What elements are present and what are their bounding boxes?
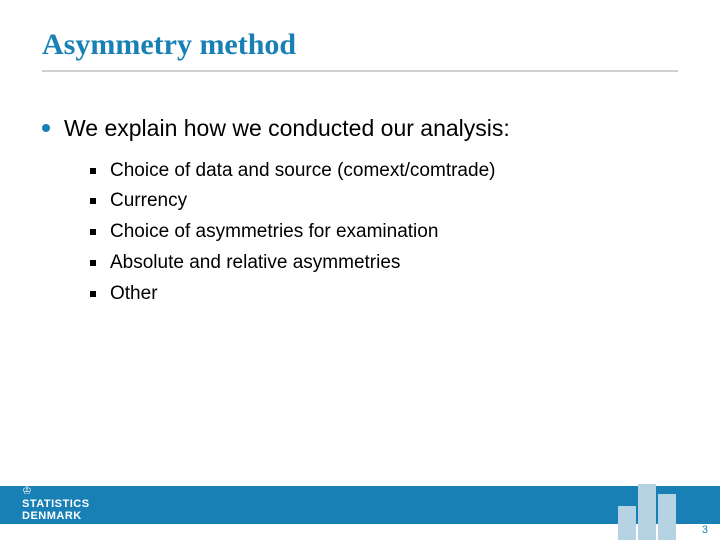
- slide-title: Asymmetry method: [42, 28, 296, 62]
- square-bullet-icon: [90, 291, 96, 297]
- bullet-level2: Absolute and relative asymmetries: [90, 251, 678, 276]
- decor-bars: [618, 468, 676, 540]
- square-bullet-icon: [90, 229, 96, 235]
- crown-icon: ♔: [22, 486, 90, 497]
- title-underline: [42, 70, 678, 72]
- decor-bar: [638, 484, 656, 540]
- level2-list: Choice of data and source (comext/comtra…: [90, 159, 678, 306]
- bullet-level2: Currency: [90, 189, 678, 214]
- level1-text: We explain how we conducted our analysis…: [64, 114, 510, 143]
- bullet-level2: Choice of asymmetries for examination: [90, 220, 678, 245]
- decor-bar: [658, 494, 676, 540]
- body-area: We explain how we conducted our analysis…: [42, 114, 678, 312]
- logo-line2: DENMARK: [22, 510, 90, 522]
- footer-logo: ♔ STATISTICS DENMARK: [22, 486, 90, 522]
- square-bullet-icon: [90, 198, 96, 204]
- dot-bullet-icon: [42, 124, 50, 132]
- level2-text: Choice of asymmetries for examination: [110, 220, 438, 245]
- page-number: 3: [702, 524, 708, 536]
- bullet-level2: Choice of data and source (comext/comtra…: [90, 159, 678, 184]
- decor-bar: [618, 506, 636, 540]
- level2-text: Absolute and relative asymmetries: [110, 251, 400, 276]
- bullet-level2: Other: [90, 282, 678, 307]
- square-bullet-icon: [90, 168, 96, 174]
- level2-text: Currency: [110, 189, 187, 214]
- footer-band: [0, 486, 720, 524]
- bullet-level1: We explain how we conducted our analysis…: [42, 114, 678, 143]
- logo-line1: STATISTICS: [22, 498, 90, 510]
- level2-text: Other: [110, 282, 158, 307]
- square-bullet-icon: [90, 260, 96, 266]
- slide: Asymmetry method We explain how we condu…: [0, 0, 720, 540]
- level2-text: Choice of data and source (comext/comtra…: [110, 159, 495, 184]
